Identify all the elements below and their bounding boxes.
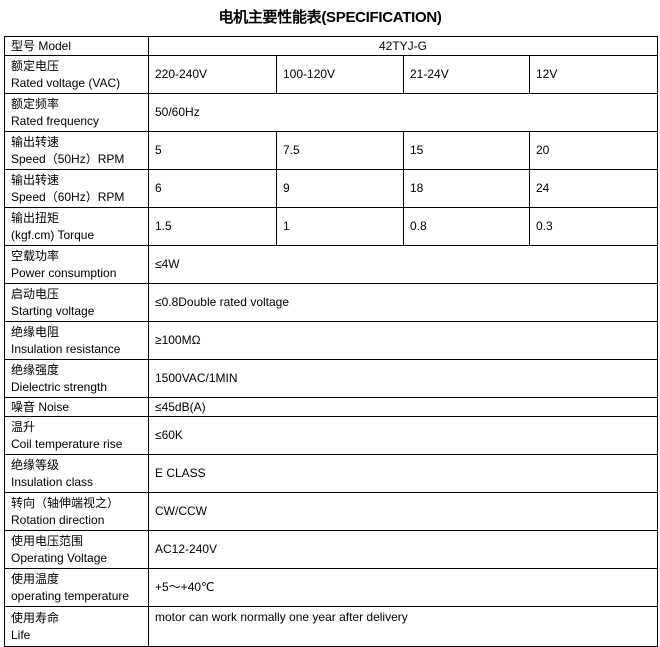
spec-label-cn: 使用寿命 — [11, 610, 60, 625]
spec-label-cn: 空载功率 — [11, 248, 60, 263]
specification-table: 型号 Model 42TYJ-G 额定电压 Rated voltage (VAC) 22… — [4, 36, 659, 647]
spec-value: +5～+40℃ — [147, 568, 659, 607]
spec-value: ≤60K — [147, 416, 659, 455]
spec-label-en: Insulation resistance — [11, 341, 121, 356]
spec-label-en: Rated voltage (VAC) — [11, 75, 121, 90]
spec-row: 输出扭矩 (kgf.cm) Torque 1.5 1 0.8 0.3 — [4, 207, 659, 246]
spec-value: 100-120V — [276, 55, 404, 94]
spec-value: 7.5 — [276, 131, 404, 170]
spec-label: 噪音 Noise — [4, 397, 149, 417]
spec-value: E CLASS — [147, 454, 659, 493]
spec-label-en: (kgf.cm) Torque — [11, 227, 95, 242]
spec-label: 绝缘电阻 Insulation resistance — [4, 321, 149, 360]
spec-label-en: Rated frequency — [11, 113, 100, 128]
spec-label-cn: 使用电压范围 — [11, 533, 84, 548]
spec-label-cn: 型号 Model — [11, 38, 72, 53]
spec-label: 额定电压 Rated voltage (VAC) — [4, 55, 149, 94]
spec-value: 21-24V — [403, 55, 530, 94]
spec-value: ≤4W — [147, 245, 659, 284]
spec-label: 绝缘等级 Insulation class — [4, 454, 149, 493]
spec-label: 额定频率 Rated frequency — [4, 93, 149, 132]
spec-row: 绝缘电阻 Insulation resistance ≥100MΩ — [4, 321, 659, 360]
spec-value: ≤45dB(A) — [147, 397, 659, 417]
spec-label-en: Dielectric strength — [11, 379, 108, 394]
spec-label-cn: 输出扭矩 — [11, 210, 60, 225]
spec-row: 额定电压 Rated voltage (VAC) 220-240V 100-120V 2… — [4, 55, 659, 94]
spec-value: 0.3 — [528, 207, 659, 246]
spec-label-cn: 额定频率 — [11, 96, 60, 111]
spec-value: 18 — [403, 169, 530, 208]
spec-value: 0.8 — [403, 207, 530, 246]
spec-value: AC12-240V — [147, 530, 659, 569]
spec-label-en: Speed（60Hz）RPM — [11, 189, 125, 204]
spec-row: 温升 Coil temperature rise ≤60K — [4, 416, 659, 455]
spec-label: 输出转速 Speed（60Hz）RPM — [4, 169, 149, 208]
spec-label: 输出转速 Speed（50Hz）RPM — [4, 131, 149, 170]
spec-label-en: Operating Voltage — [11, 550, 108, 565]
spec-row: 噪音 Noise ≤45dB(A) — [4, 397, 659, 417]
spec-label-cn: 输出转速 — [11, 172, 60, 187]
spec-value: 6 — [148, 169, 277, 208]
spec-row: 绝缘等级 Insulation class E CLASS — [4, 454, 659, 493]
spec-value: 50/60Hz — [147, 93, 659, 132]
page-title: 电机主要性能表(SPECIFICATION) — [218, 9, 442, 26]
spec-value: ≤0.8Double rated voltage — [147, 283, 659, 322]
spec-label: 使用寿命 Life — [4, 606, 149, 647]
spec-label-cn: 噪音 Noise — [11, 399, 70, 414]
spec-label-cn: 转向（轴伸端视之） — [11, 495, 120, 510]
spec-value: ≥100MΩ — [147, 321, 659, 360]
spec-label-en: Power consumption — [11, 265, 117, 280]
spec-value: 1500VAC/1MIN — [147, 359, 659, 398]
spec-value: 1.5 — [148, 207, 277, 246]
spec-value: motor can work normally one year after d… — [147, 606, 659, 647]
spec-label-cn: 绝缘等级 — [11, 457, 60, 472]
spec-label: 温升 Coil temperature rise — [4, 416, 149, 455]
spec-label-cn: 绝缘强度 — [11, 362, 60, 377]
spec-value: 220-240V — [148, 55, 277, 94]
spec-row: 输出转速 Speed（60Hz）RPM 6 9 18 24 — [4, 169, 659, 208]
spec-label-cn: 使用温度 — [11, 571, 60, 586]
spec-row: 型号 Model 42TYJ-G — [4, 36, 659, 56]
spec-value: 15 — [403, 131, 530, 170]
spec-value: 5 — [148, 131, 277, 170]
spec-row: 转向（轴伸端视之） Rotation direction CW/CCW — [4, 492, 659, 531]
spec-label: 使用电压范围 Operating Voltage — [4, 530, 149, 569]
spec-label-cn: 温升 — [11, 419, 36, 434]
spec-label-cn: 额定电压 — [11, 58, 60, 73]
spec-row: 额定频率 Rated frequency 50/60Hz — [4, 93, 659, 132]
spec-row: 输出转速 Speed（50Hz）RPM 5 7.5 15 20 — [4, 131, 659, 170]
spec-label-cn: 输出转速 — [11, 134, 60, 149]
spec-label-en: Speed（50Hz）RPM — [11, 151, 125, 166]
spec-row: 绝缘强度 Dielectric strength 1500VAC/1MIN — [4, 359, 659, 398]
spec-value: 20 — [528, 131, 659, 170]
spec-label: 空载功率 Power consumption — [4, 245, 149, 284]
spec-value: CW/CCW — [147, 492, 659, 531]
spec-label: 启动电压 Starting voltage — [4, 283, 149, 322]
spec-row: 使用寿命 Life motor can work normally one year… — [4, 606, 659, 647]
spec-label: 使用温度 operating temperature — [4, 568, 149, 607]
spec-label-en: Life — [11, 627, 31, 642]
spec-row: 空载功率 Power consumption ≤4W — [4, 245, 659, 284]
spec-label-en: Insulation class — [11, 474, 94, 489]
spec-label-en: Coil temperature rise — [11, 436, 123, 451]
spec-value: 24 — [528, 169, 659, 208]
spec-label-en: Rotation direction — [11, 512, 105, 527]
spec-row: 启动电压 Starting voltage ≤0.8Double rated vol… — [4, 283, 659, 322]
spec-value: 9 — [276, 169, 404, 208]
spec-label: 型号 Model — [4, 36, 149, 56]
spec-label-en: operating temperature — [11, 588, 130, 603]
spec-label: 输出扭矩 (kgf.cm) Torque — [4, 207, 149, 246]
spec-row: 使用温度 operating temperature +5～+40℃ — [4, 568, 659, 607]
spec-label-cn: 绝缘电阻 — [11, 324, 60, 339]
spec-value: 1 — [276, 207, 404, 246]
spec-label: 转向（轴伸端视之） Rotation direction — [4, 492, 149, 531]
spec-label-cn: 启动电压 — [11, 286, 60, 301]
spec-value: 12V — [528, 55, 659, 94]
spec-label: 绝缘强度 Dielectric strength — [4, 359, 149, 398]
spec-row: 使用电压范围 Operating Voltage AC12-240V — [4, 530, 659, 569]
spec-label-en: Starting voltage — [11, 303, 95, 318]
spec-value: 42TYJ-G — [147, 36, 659, 56]
